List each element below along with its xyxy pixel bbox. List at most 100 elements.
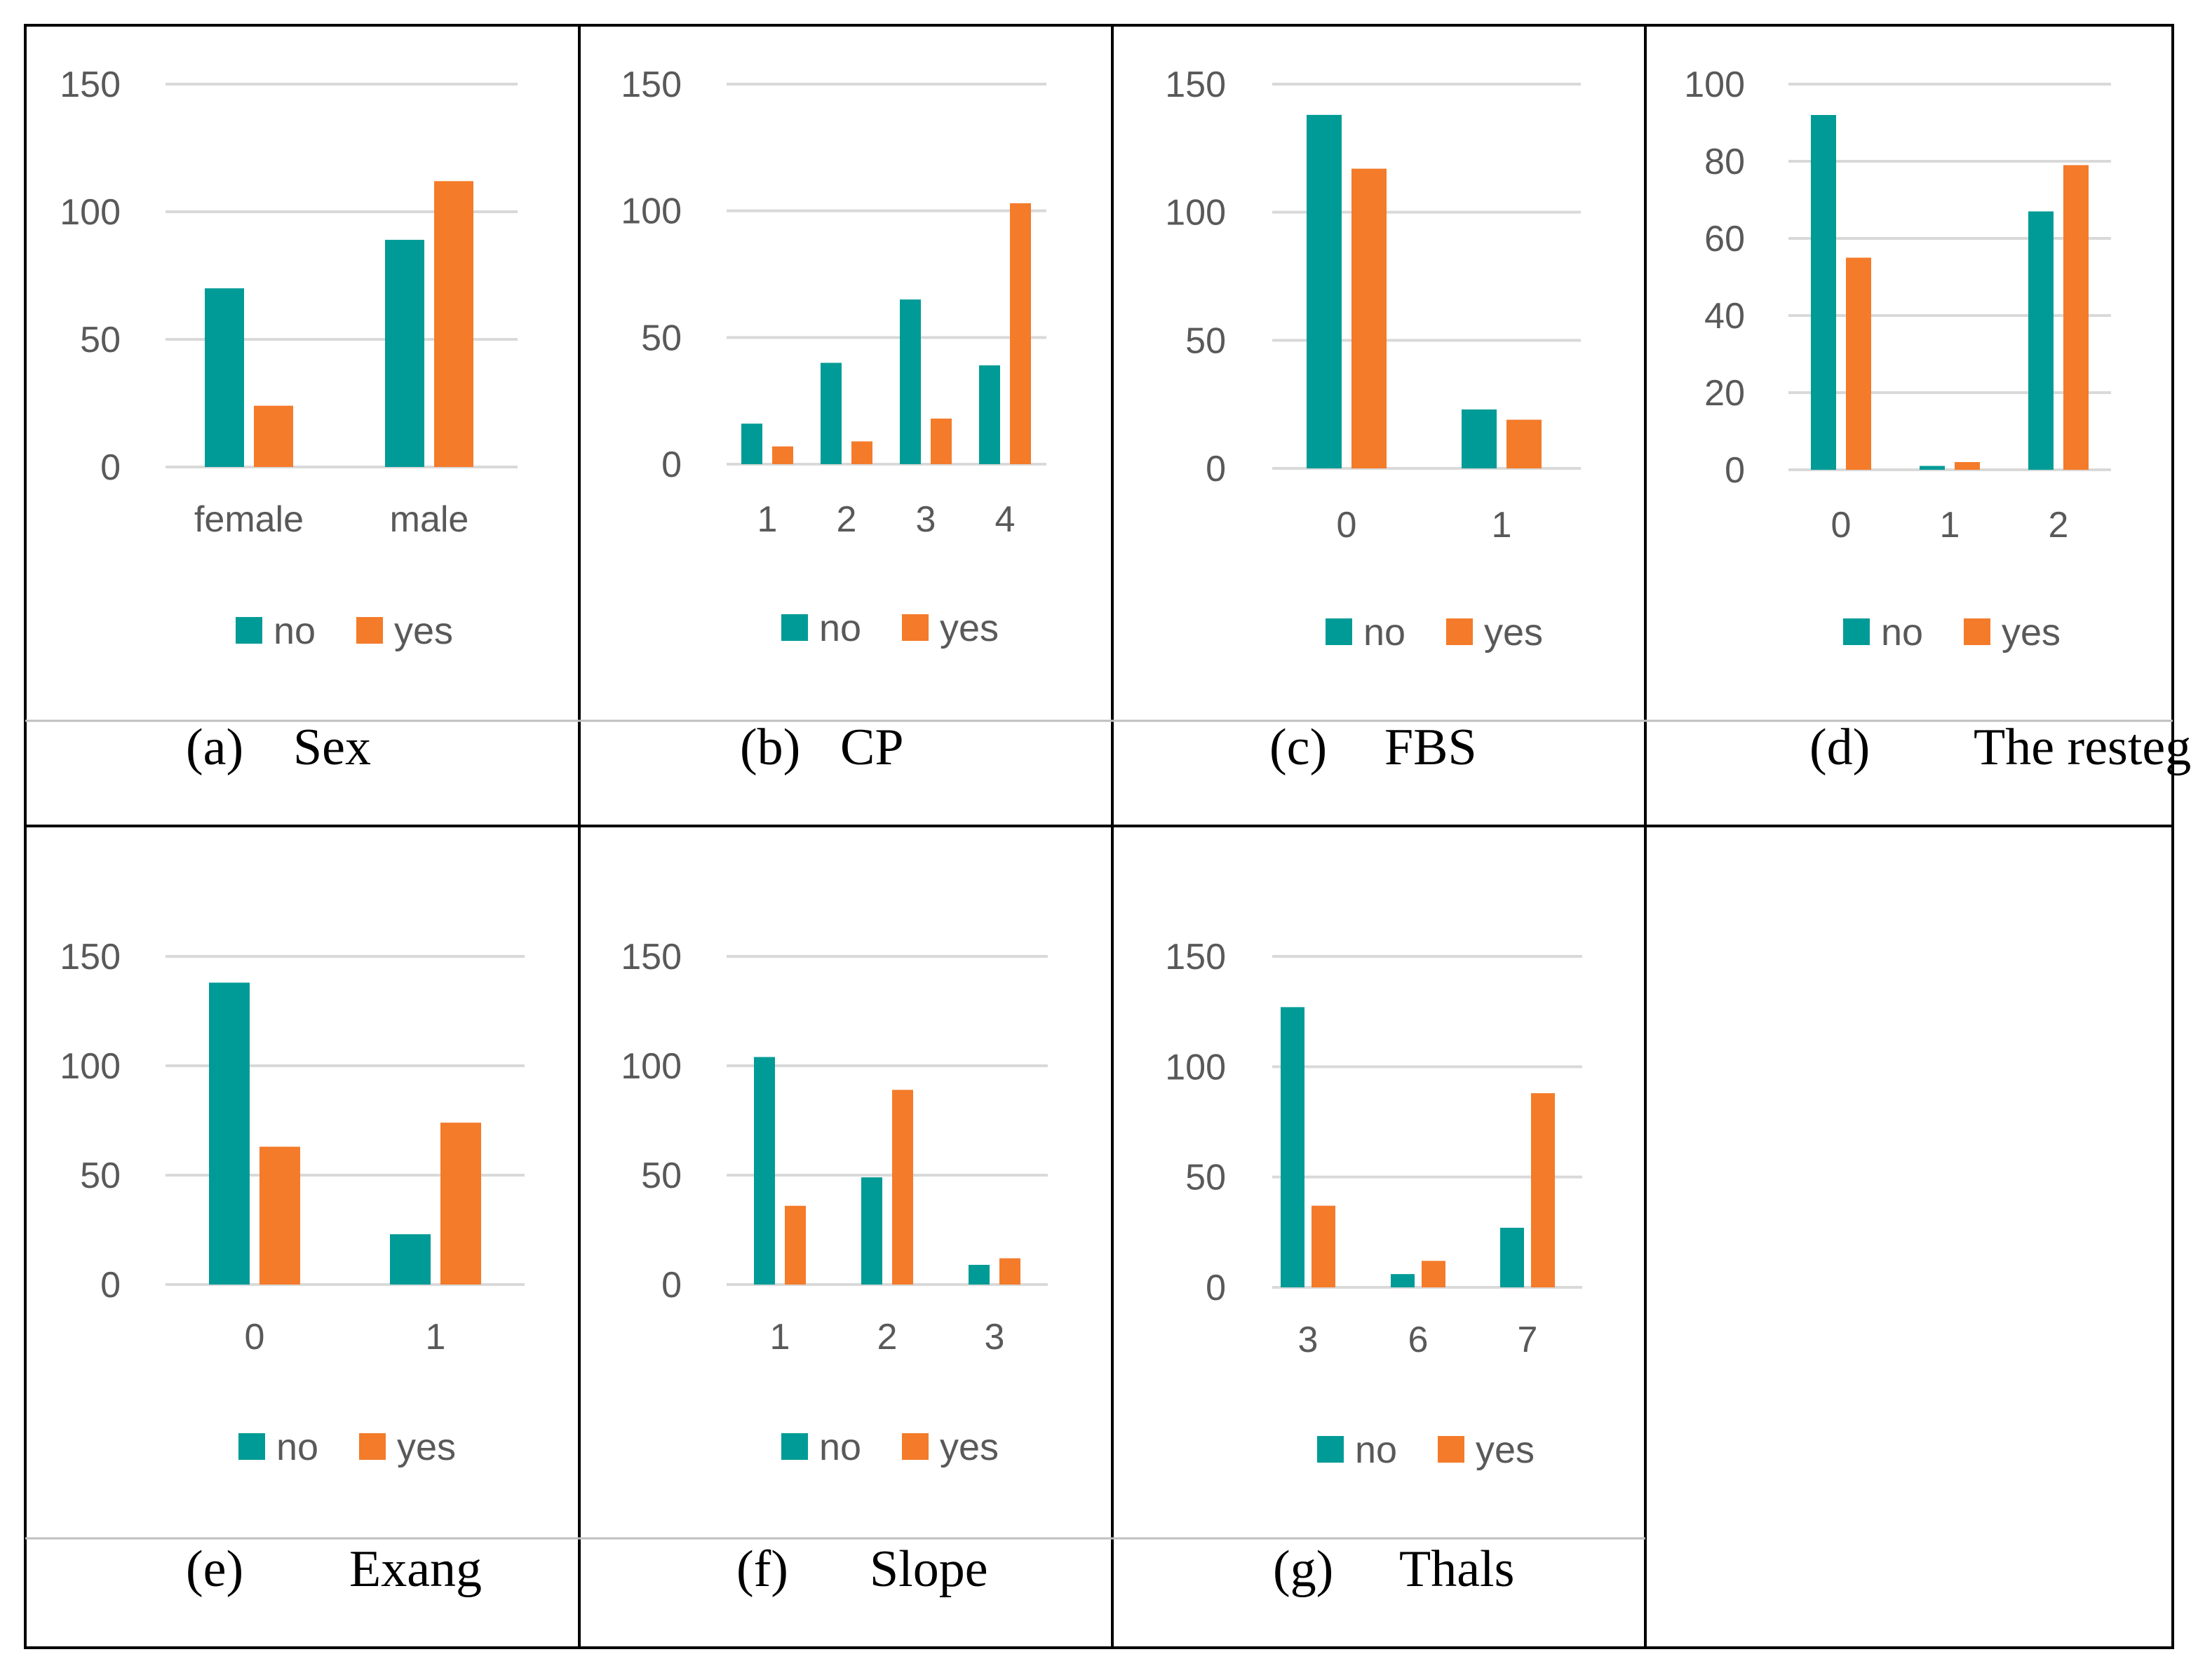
legend-label-yes: yes	[394, 610, 453, 652]
bar-yes-3	[931, 418, 952, 464]
bar-no-0	[1811, 115, 1836, 470]
x-tick-label: 7	[1518, 1320, 1538, 1360]
bar-no-0	[1307, 114, 1342, 468]
x-tick-label: 0	[1337, 505, 1357, 546]
y-tick-label: 150	[60, 937, 121, 977]
legend-label-no: no	[1363, 611, 1405, 653]
legend-swatch-no	[781, 614, 808, 641]
caption-title: CP	[840, 719, 904, 776]
bar-no-2	[821, 363, 842, 464]
x-tick-label: 2	[837, 499, 857, 540]
legend-label-yes: yes	[1484, 611, 1543, 653]
y-tick-label: 0	[1725, 450, 1745, 491]
legend: no yes	[781, 607, 999, 649]
y-tick-label: 40	[1704, 296, 1745, 337]
caption-title: Exang	[349, 1540, 482, 1598]
legend-swatch-no	[781, 1433, 808, 1460]
bar-yes-6	[1422, 1261, 1445, 1287]
y-tick-label: 150	[60, 65, 121, 105]
bar-no-3	[969, 1264, 990, 1285]
caption-label: (c)	[1269, 719, 1327, 776]
bar-no-6	[1391, 1274, 1415, 1287]
chart-panel-g: 0 50 100 150 3 6 7 no yes (g) Thals	[1112, 937, 1645, 1598]
legend-swatch-yes	[1964, 618, 1990, 645]
bar-yes-0	[1351, 168, 1387, 468]
caption-title: Sex	[293, 719, 371, 776]
legend-label-yes: yes	[397, 1426, 456, 1468]
y-tick-label: 0	[661, 1265, 682, 1306]
y-tick-label: 0	[100, 1265, 121, 1306]
legend: no yes	[236, 610, 453, 652]
x-tick-label: 0	[245, 1317, 265, 1357]
legend: no yes	[1326, 611, 1543, 653]
caption-label: (f)	[736, 1540, 788, 1598]
x-tick-label: female	[194, 499, 304, 540]
bar-no-2	[2028, 211, 2054, 470]
bar-yes-0	[259, 1146, 300, 1285]
chart-panel-a: 0 50 100 150 female male no yes (a) Sex	[25, 65, 579, 776]
y-tick-label: 60	[1704, 219, 1745, 259]
x-tick-label: 3	[1298, 1320, 1319, 1360]
legend-swatch-yes	[359, 1433, 386, 1460]
x-tick-label: male	[390, 499, 469, 540]
y-tick-label: 150	[1165, 937, 1226, 977]
legend-label-no: no	[819, 607, 861, 649]
y-tick-label: 150	[621, 937, 682, 977]
legend-label-no: no	[1881, 611, 1923, 653]
legend: no yes	[1843, 611, 2061, 653]
chart-panel-b: 0 50 100 150 1 2 3 4 no yes (b) CP	[579, 65, 1112, 776]
x-tick-label: 1	[1492, 505, 1512, 546]
bar-yes-3	[1312, 1205, 1335, 1287]
y-tick-label: 50	[1185, 1158, 1226, 1198]
legend: no yes	[238, 1426, 456, 1468]
legend-label-no: no	[274, 610, 316, 652]
x-tick-label: 4	[995, 499, 1016, 540]
bar-no-3	[1281, 1007, 1304, 1287]
caption-label: (d)	[1809, 719, 1870, 776]
legend-swatch-no	[1317, 1436, 1344, 1463]
legend-swatch-no	[238, 1433, 265, 1460]
y-tick-label: 100	[60, 192, 121, 233]
x-tick-label: 3	[985, 1317, 1005, 1357]
caption-title: The resteg	[1974, 719, 2191, 776]
y-tick-label: 0	[100, 447, 121, 488]
bar-yes-1	[785, 1205, 806, 1285]
bar-yes-female	[254, 405, 293, 467]
caption-label: (e)	[186, 1540, 243, 1598]
legend-swatch-yes	[902, 1433, 929, 1460]
y-tick-label: 100	[60, 1046, 121, 1087]
legend-swatch-no	[236, 617, 262, 644]
chart-panel-c: 0 50 100 150 0 1 no yes (c) FBS	[1112, 65, 1645, 776]
caption-label: (b)	[740, 719, 800, 776]
y-tick-label: 80	[1704, 142, 1745, 182]
bar-yes-7	[1531, 1093, 1555, 1287]
bar-yes-male	[434, 181, 473, 467]
y-tick-label: 100	[621, 191, 682, 232]
bar-yes-1	[772, 446, 793, 464]
chart-panel-f: 0 50 100 150 1 2 3 no yes (f) Slope	[579, 937, 1112, 1598]
caption-label: (g)	[1273, 1540, 1333, 1598]
legend-swatch-yes	[1446, 618, 1473, 645]
bar-no-female	[205, 288, 244, 467]
y-tick-label: 50	[641, 318, 682, 358]
legend-label-yes: yes	[1476, 1429, 1535, 1471]
bar-no-1	[1920, 466, 1945, 470]
bar-yes-0	[1846, 257, 1871, 470]
y-tick-label: 50	[80, 1156, 121, 1196]
legend-swatch-yes	[356, 617, 383, 644]
bar-no-1	[1462, 409, 1497, 468]
y-tick-label: 0	[661, 445, 682, 485]
y-tick-label: 50	[641, 1156, 682, 1196]
caption-title: Thals	[1399, 1540, 1514, 1598]
chart-panel-d: 0 20 40 60 80 100 0 1 2 no yes (d) The resteg	[1645, 65, 2191, 776]
bar-no-4	[979, 365, 1000, 464]
y-tick-label: 100	[1684, 65, 1745, 105]
y-tick-label: 150	[621, 65, 682, 105]
x-tick-label: 1	[757, 499, 778, 540]
bar-yes-1	[1955, 462, 1980, 470]
x-tick-label: 2	[877, 1317, 898, 1357]
figure-frame	[24, 24, 2174, 1649]
legend-swatch-yes	[1438, 1436, 1464, 1463]
legend: no yes	[1317, 1429, 1535, 1471]
bar-no-2	[861, 1177, 882, 1285]
